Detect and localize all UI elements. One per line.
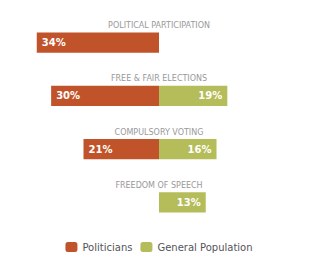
svg-text:FREE & FAIR ELECTIONS: FREE & FAIR ELECTIONS: [111, 74, 207, 83]
svg-text:21%: 21%: [89, 144, 113, 155]
svg-text:Politicians: Politicians: [82, 242, 132, 253]
svg-text:FREEDOM OF SPEECH: FREEDOM OF SPEECH: [115, 181, 202, 190]
svg-text:19%: 19%: [198, 90, 222, 101]
svg-text:34%: 34%: [42, 37, 66, 48]
svg-text:13%: 13%: [177, 197, 201, 208]
svg-text:16%: 16%: [188, 144, 212, 155]
svg-text:30%: 30%: [56, 90, 80, 101]
svg-text:General Population: General Population: [157, 242, 252, 253]
svg-text:COMPULSORY VOTING: COMPULSORY VOTING: [115, 128, 204, 137]
svg-text:POLITICAL PARTICIPATION: POLITICAL PARTICIPATION: [108, 21, 210, 30]
